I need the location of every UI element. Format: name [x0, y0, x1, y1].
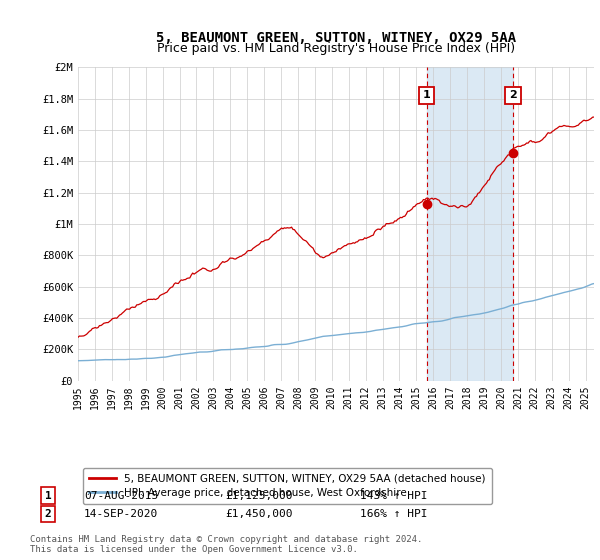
Text: 2: 2	[509, 90, 517, 100]
Text: 1: 1	[44, 491, 52, 501]
Legend: 5, BEAUMONT GREEN, SUTTON, WITNEY, OX29 5AA (detached house), HPI: Average price: 5, BEAUMONT GREEN, SUTTON, WITNEY, OX29 …	[83, 468, 491, 504]
Bar	[427, 67, 513, 381]
Text: £1,125,000: £1,125,000	[225, 491, 293, 501]
Text: £1,450,000: £1,450,000	[225, 509, 293, 519]
Text: 143% ↑ HPI: 143% ↑ HPI	[360, 491, 427, 501]
Text: 14-SEP-2020: 14-SEP-2020	[84, 509, 158, 519]
Text: 166% ↑ HPI: 166% ↑ HPI	[360, 509, 427, 519]
Text: Price paid vs. HM Land Registry's House Price Index (HPI): Price paid vs. HM Land Registry's House …	[157, 41, 515, 55]
Text: Contains HM Land Registry data © Crown copyright and database right 2024.
This d: Contains HM Land Registry data © Crown c…	[30, 535, 422, 554]
Text: 07-AUG-2015: 07-AUG-2015	[84, 491, 158, 501]
Title: 5, BEAUMONT GREEN, SUTTON, WITNEY, OX29 5AA: 5, BEAUMONT GREEN, SUTTON, WITNEY, OX29 …	[156, 31, 516, 45]
Text: 2: 2	[44, 509, 52, 519]
Text: 1: 1	[422, 90, 430, 100]
